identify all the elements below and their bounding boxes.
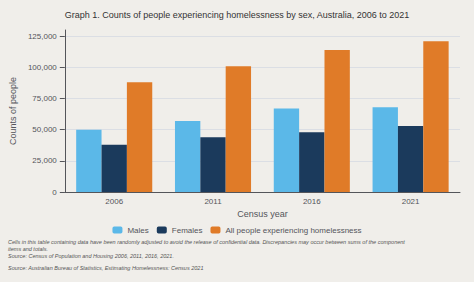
svg-text:Census year: Census year [237,209,288,219]
svg-text:0: 0 [52,188,57,197]
svg-text:75,000: 75,000 [32,94,57,103]
svg-text:Counts of people: Counts of people [8,77,18,145]
svg-text:50,000: 50,000 [32,125,57,134]
svg-text:Source: Australian Bureau of S: Source: Australian Bureau of Statistics,… [8,265,203,271]
svg-text:Females: Females [172,226,203,235]
svg-text:2006: 2006 [105,197,123,206]
svg-text:items and totals.: items and totals. [8,246,48,252]
svg-text:2021: 2021 [402,197,420,206]
svg-text:Males: Males [127,226,148,235]
svg-text:Cells in this table containing: Cells in this table containing data have… [8,239,405,245]
svg-text:2016: 2016 [303,197,321,206]
svg-text:2011: 2011 [204,197,222,206]
svg-text:100,000: 100,000 [28,63,57,72]
svg-text:All people experiencing homele: All people experiencing homelessness [225,226,361,235]
svg-text:Graph 1. Counts of people expe: Graph 1. Counts of people experiencing h… [65,10,410,20]
svg-text:Source: Census of Population a: Source: Census of Population and Housing… [8,253,174,259]
svg-text:125,000: 125,000 [28,32,57,41]
svg-text:25,000: 25,000 [32,156,57,165]
